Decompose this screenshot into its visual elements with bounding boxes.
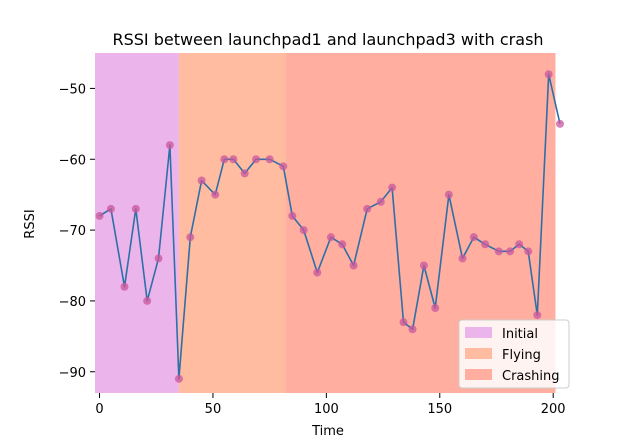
data-point <box>220 155 229 164</box>
data-point <box>265 155 274 164</box>
data-point <box>120 282 129 291</box>
data-point <box>544 70 553 79</box>
data-point <box>408 325 417 334</box>
data-point <box>556 119 564 128</box>
data-point <box>197 176 206 185</box>
data-point <box>533 311 542 320</box>
x-tick-label: 200 <box>541 402 566 417</box>
data-point <box>388 183 397 192</box>
legend-swatch-initial <box>465 327 492 338</box>
legend-label-crashing: Crashing <box>502 369 560 384</box>
data-point <box>95 211 104 220</box>
data-point <box>399 318 408 327</box>
data-point <box>506 247 515 256</box>
data-point <box>444 190 453 199</box>
x-tick-label: 100 <box>314 402 339 417</box>
y-tick-label: −90 <box>59 366 86 381</box>
data-point <box>174 374 183 383</box>
data-point <box>299 226 308 235</box>
data-series <box>95 70 564 383</box>
data-point <box>338 240 347 249</box>
data-point <box>252 155 261 164</box>
data-point <box>419 261 428 270</box>
data-point <box>186 233 195 242</box>
data-point <box>165 141 174 150</box>
data-point <box>106 204 115 213</box>
data-point <box>211 190 220 199</box>
axes: 0 50 100 150 200 −50 −60 −70 −80 −90 <box>59 82 566 417</box>
data-point <box>515 240 524 249</box>
legend-label-flying: Flying <box>502 348 541 363</box>
x-axis-label: Time <box>311 424 344 439</box>
phase-region-flying <box>178 53 286 393</box>
y-tick-label: −60 <box>59 153 86 168</box>
legend-label-initial: Initial <box>502 327 538 342</box>
x-tick-label: 0 <box>95 402 103 417</box>
legend-swatch-crashing <box>465 369 492 380</box>
data-point <box>279 162 288 171</box>
data-point <box>494 247 503 256</box>
data-point <box>431 304 440 312</box>
y-axis-label: RSSI <box>23 209 38 238</box>
data-point <box>131 204 140 213</box>
data-point <box>481 240 490 249</box>
data-point <box>524 247 533 256</box>
data-point <box>349 261 358 270</box>
data-point <box>469 233 478 242</box>
data-point <box>154 254 163 263</box>
data-point <box>143 296 152 305</box>
data-point <box>240 169 249 178</box>
data-point <box>313 268 322 277</box>
data-point <box>326 233 335 242</box>
data-point <box>229 155 238 164</box>
data-point <box>363 204 372 213</box>
data-point <box>458 254 467 263</box>
legend-swatch-flying <box>465 348 492 359</box>
chart-title: RSSI between launchpad1 and launchpad3 w… <box>112 30 543 49</box>
data-point <box>376 197 385 206</box>
x-tick-label: 50 <box>205 402 222 417</box>
y-tick-label: −50 <box>59 82 86 97</box>
y-tick-label: −80 <box>59 295 86 310</box>
x-tick-label: 150 <box>427 402 452 417</box>
legend: Initial Flying Crashing <box>458 319 570 389</box>
data-point <box>288 211 297 220</box>
y-tick-label: −70 <box>59 224 86 239</box>
